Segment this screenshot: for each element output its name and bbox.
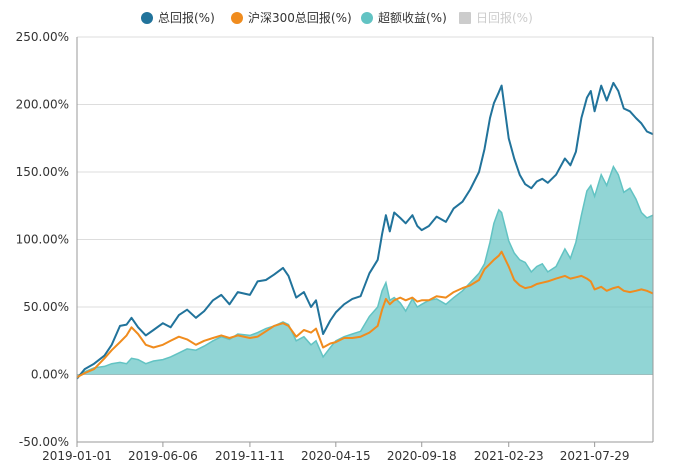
x-tick-label: 2019-06-06 — [128, 449, 198, 463]
grid — [77, 36, 653, 443]
y-tick-label: 150.00% — [16, 165, 69, 179]
axes: -50.00% 0.00% 50.00% 100.00% 150.00% 200.00% 2… — [16, 30, 654, 463]
y-tick-label: 250.00% — [16, 30, 69, 44]
legend-marker — [231, 12, 243, 24]
y-tick-label: 200.00% — [16, 98, 69, 112]
series-line-excess-return — [76, 164, 654, 378]
legend-label: 超额收益(%) — [378, 10, 447, 25]
legend-label: 日回报(%) — [476, 10, 533, 25]
y-tick-label: 100.00% — [16, 233, 69, 247]
y-tick-label: 50.00% — [23, 300, 69, 314]
x-tick-label: 2019-11-11 — [215, 449, 285, 463]
series-area-excess-return — [77, 166, 653, 378]
y-tick-label: -50.00% — [19, 435, 69, 449]
plot-area — [76, 81, 654, 380]
x-tick-label: 2021-02-23 — [474, 449, 544, 463]
x-tick-label: 2019-01-01 — [42, 449, 112, 463]
y-tick-label: 0.00% — [31, 368, 69, 382]
legend-item[interactable]: 日回报(%) — [459, 10, 533, 25]
x-tick-label: 2020-04-15 — [301, 449, 371, 463]
legend-marker — [141, 12, 153, 24]
legend-label: 沪深300总回报(%) — [248, 10, 352, 25]
x-tick-label: 2021-07-29 — [560, 449, 630, 463]
legend[interactable]: 总回报(%) 沪深300总回报(%) 超额收益(%) 日回报(%) — [141, 10, 533, 25]
legend-label: 总回报(%) — [158, 10, 215, 25]
legend-marker — [459, 12, 471, 24]
x-tick-label: 2020-09-18 — [387, 449, 457, 463]
legend-marker — [361, 12, 373, 24]
legend-item[interactable]: 总回报(%) — [141, 10, 215, 25]
legend-item[interactable]: 沪深300总回报(%) — [231, 10, 352, 25]
series-line-total-return — [76, 81, 654, 380]
legend-item[interactable]: 超额收益(%) — [361, 10, 447, 25]
series-line-hs300-return — [76, 250, 654, 379]
